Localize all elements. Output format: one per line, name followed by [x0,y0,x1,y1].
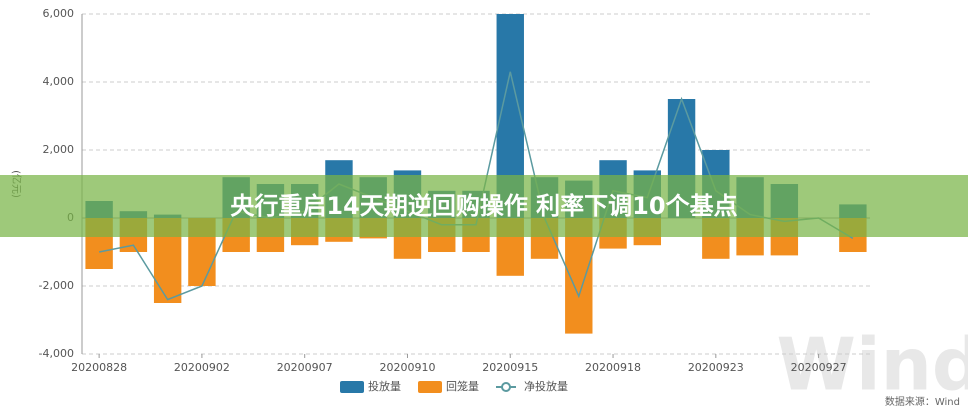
legend-swatch [418,381,442,393]
x-tick-label: 20200828 [71,361,127,374]
y-tick-label: 4,000 [43,75,75,88]
legend-swatch [501,382,511,392]
x-tick-label: 20200918 [585,361,641,374]
y-tick-label: -4,000 [39,347,74,360]
legend-label: 净投放量 [524,379,568,393]
chart-title: 央行重启14天期逆回购操作 利率下调10个基点 [230,192,737,220]
y-tick-label: 6,000 [43,7,75,20]
source: 数据来源：Wind [885,395,960,408]
legend-label: 回笼量 [446,379,479,393]
x-tick-label: 20200915 [482,361,538,374]
y-tick-label: -2,000 [39,279,74,292]
x-tick-label: 20200910 [379,361,435,374]
title-banner [0,175,968,237]
x-tick-label: 20200923 [688,361,744,374]
x-tick-label: 20200927 [791,361,847,374]
x-tick-label: 20200902 [174,361,230,374]
x-tick-label: 20200907 [277,361,333,374]
legend-swatch [340,381,364,393]
legend-label: 投放量 [368,379,401,393]
y-tick-label: 2,000 [43,143,75,156]
legend: 投放量 回笼量 净投放量 [340,379,568,393]
watermark: Wind [777,323,968,407]
